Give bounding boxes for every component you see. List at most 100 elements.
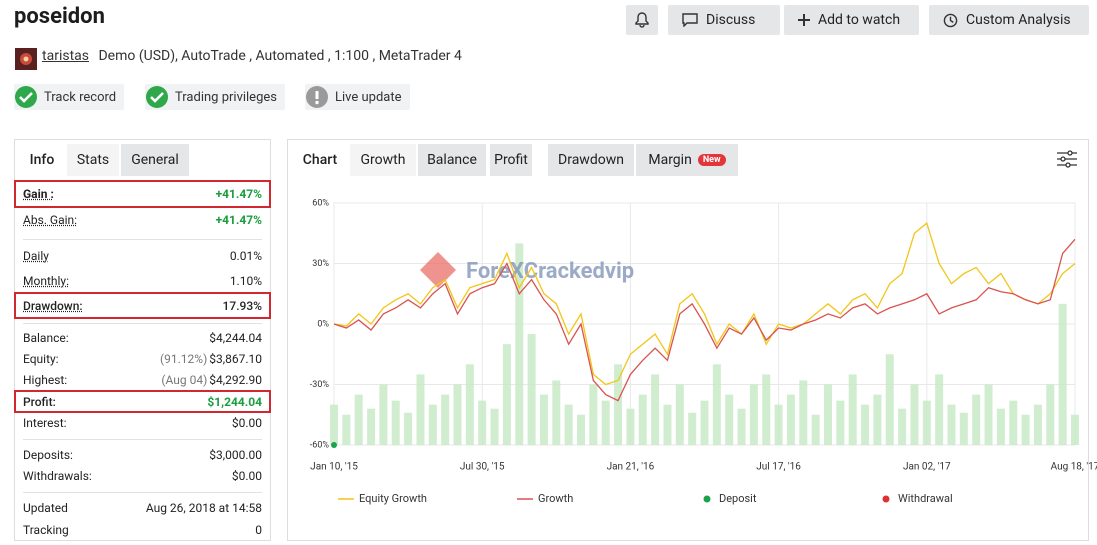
stat-value: $3,000.00 <box>209 447 262 462</box>
stat-value-wrap: $4,244.04 <box>209 331 262 345</box>
tab-label: Profit <box>494 152 528 168</box>
stat-label: Equity: <box>23 351 59 366</box>
separator <box>23 492 262 493</box>
avatar <box>15 48 37 70</box>
stat-value: Aug 26, 2018 at 14:58 <box>145 501 262 515</box>
stat-row: Daily 0.01% <box>23 243 262 268</box>
stat-value: 0 <box>255 523 262 537</box>
stat-value-wrap: (91.12%) $3,867.10 <box>160 352 262 366</box>
stat-row: Equity: (91.12%) $3,867.10 <box>23 348 262 369</box>
stat-row: Highest: (Aug 04) $4,292.90 <box>23 370 262 391</box>
stat-row: Interest: $0.00 <box>23 412 262 433</box>
stat-label: Deposits: <box>23 447 73 462</box>
chart-panel: Chart Growth Balance Profit Drawdown Margin Ne… <box>287 139 1089 541</box>
stat-value: $3,867.10 <box>209 351 262 366</box>
stat-value: $0.00 <box>231 415 262 430</box>
stat-label: Tracking <box>23 523 69 537</box>
tab-label: Growth <box>360 152 406 168</box>
stat-label: Abs. Gain: <box>23 213 78 227</box>
chart-tab[interactable]: Growth <box>350 144 416 176</box>
stat-value-wrap: +41.47% <box>216 187 262 201</box>
tab-label: Drawdown <box>558 152 624 168</box>
stat-row: Withdrawals: $0.00 <box>23 465 262 486</box>
stat-row: Monthly: 1.10% <box>23 268 262 293</box>
account-line: taristas Demo (USD), AutoTrade , Automat… <box>42 48 462 64</box>
discuss-button[interactable]: Discuss <box>668 5 780 35</box>
warning-icon <box>306 86 328 108</box>
tab[interactable]: General <box>121 144 189 176</box>
tab[interactable]: Stats <box>67 144 119 176</box>
stat-label: Updated <box>23 501 68 515</box>
stat-row: Tracking 0 <box>23 519 262 541</box>
badge: Track record <box>14 84 125 110</box>
badge-label: Trading privileges <box>175 89 277 105</box>
stat-value-wrap: +41.47% <box>216 213 262 227</box>
chart-tab[interactable]: Chart <box>292 144 348 176</box>
chart-tab[interactable]: Profit <box>490 144 532 176</box>
tab-label: Chart <box>302 152 338 168</box>
stat-value-wrap: 17.93% <box>223 299 262 313</box>
badge: Live update <box>305 84 410 110</box>
stat-label: Balance: <box>23 330 69 345</box>
separator <box>23 239 262 240</box>
stat-value: $4,244.04 <box>209 330 262 345</box>
stat-row: Updated Aug 26, 2018 at 14:58 <box>23 497 262 519</box>
settings-icon[interactable] <box>1056 148 1078 170</box>
bell-button[interactable] <box>626 5 658 35</box>
tab-label: Balance <box>427 152 477 168</box>
stat-label: Drawdown: <box>23 298 83 313</box>
stat-label: Highest: <box>23 373 68 388</box>
button-label: Custom Analysis <box>966 12 1071 28</box>
user-link[interactable]: taristas <box>42 48 89 64</box>
stat-value-wrap: Aug 26, 2018 at 14:58 <box>146 501 262 515</box>
stat-row: Drawdown: 17.93% <box>23 293 262 318</box>
highlight-box <box>14 389 271 414</box>
tab[interactable]: Info <box>29 152 55 168</box>
page-title: poseidon <box>14 4 105 29</box>
stat-row: Gain : +41.47% <box>23 181 262 207</box>
stat-value: 17.93% <box>222 298 262 313</box>
separator <box>23 323 262 324</box>
highlight-box <box>14 180 271 208</box>
separator <box>23 439 262 440</box>
discuss-icon <box>682 13 698 27</box>
stat-value: $0.00 <box>231 468 262 483</box>
chart-tab[interactable]: Margin New <box>636 144 738 176</box>
stat-value: +41.47% <box>215 187 262 201</box>
stat-value-wrap: 1.10% <box>230 274 262 288</box>
chart-tab[interactable]: Balance <box>418 144 486 176</box>
chart-tab[interactable]: Drawdown <box>548 144 634 176</box>
watch-button[interactable]: Add to watch <box>784 5 919 35</box>
check-icon <box>146 86 168 108</box>
stat-value: +41.47% <box>215 213 262 227</box>
button-label: Add to watch <box>818 12 901 28</box>
stat-value-wrap: $3,000.00 <box>209 448 262 462</box>
stat-value: $1,244.04 <box>207 394 262 409</box>
stat-value-wrap: $0.00 <box>232 469 262 483</box>
stat-row: Abs. Gain: +41.47% <box>23 207 262 233</box>
button-label: Discuss <box>706 12 756 28</box>
stat-row: Profit: $1,244.04 <box>23 391 262 412</box>
stat-note: (91.12%) <box>160 351 208 366</box>
stat-label: Profit: <box>23 394 56 409</box>
stat-label: Daily <box>23 248 49 263</box>
stat-label: Withdrawals: <box>23 468 92 483</box>
stat-value: $4,292.90 <box>209 373 262 388</box>
account-info: Demo (USD), AutoTrade , Automated , 1:10… <box>98 48 462 64</box>
stat-label: Monthly: <box>23 273 69 288</box>
stat-value-wrap: 0 <box>255 523 262 537</box>
stat-value-wrap: $0.00 <box>232 416 262 430</box>
analysis-button[interactable]: Custom Analysis <box>929 5 1089 35</box>
stat-label: Interest: <box>23 415 67 430</box>
badge: Trading privileges <box>145 84 285 110</box>
bell-icon <box>635 12 649 28</box>
badge-label: Live update <box>335 89 402 105</box>
stat-value-wrap: 0.01% <box>230 249 262 263</box>
tab-label: Margin <box>648 152 692 168</box>
stat-label: Gain : <box>23 187 54 201</box>
stat-note: (Aug 04) <box>161 373 208 388</box>
new-badge: New <box>697 154 726 166</box>
stats-panel: Info Stats General Gain : +41.47% Abs. Gai… <box>14 139 271 541</box>
stat-row: Deposits: $3,000.00 <box>23 444 262 465</box>
